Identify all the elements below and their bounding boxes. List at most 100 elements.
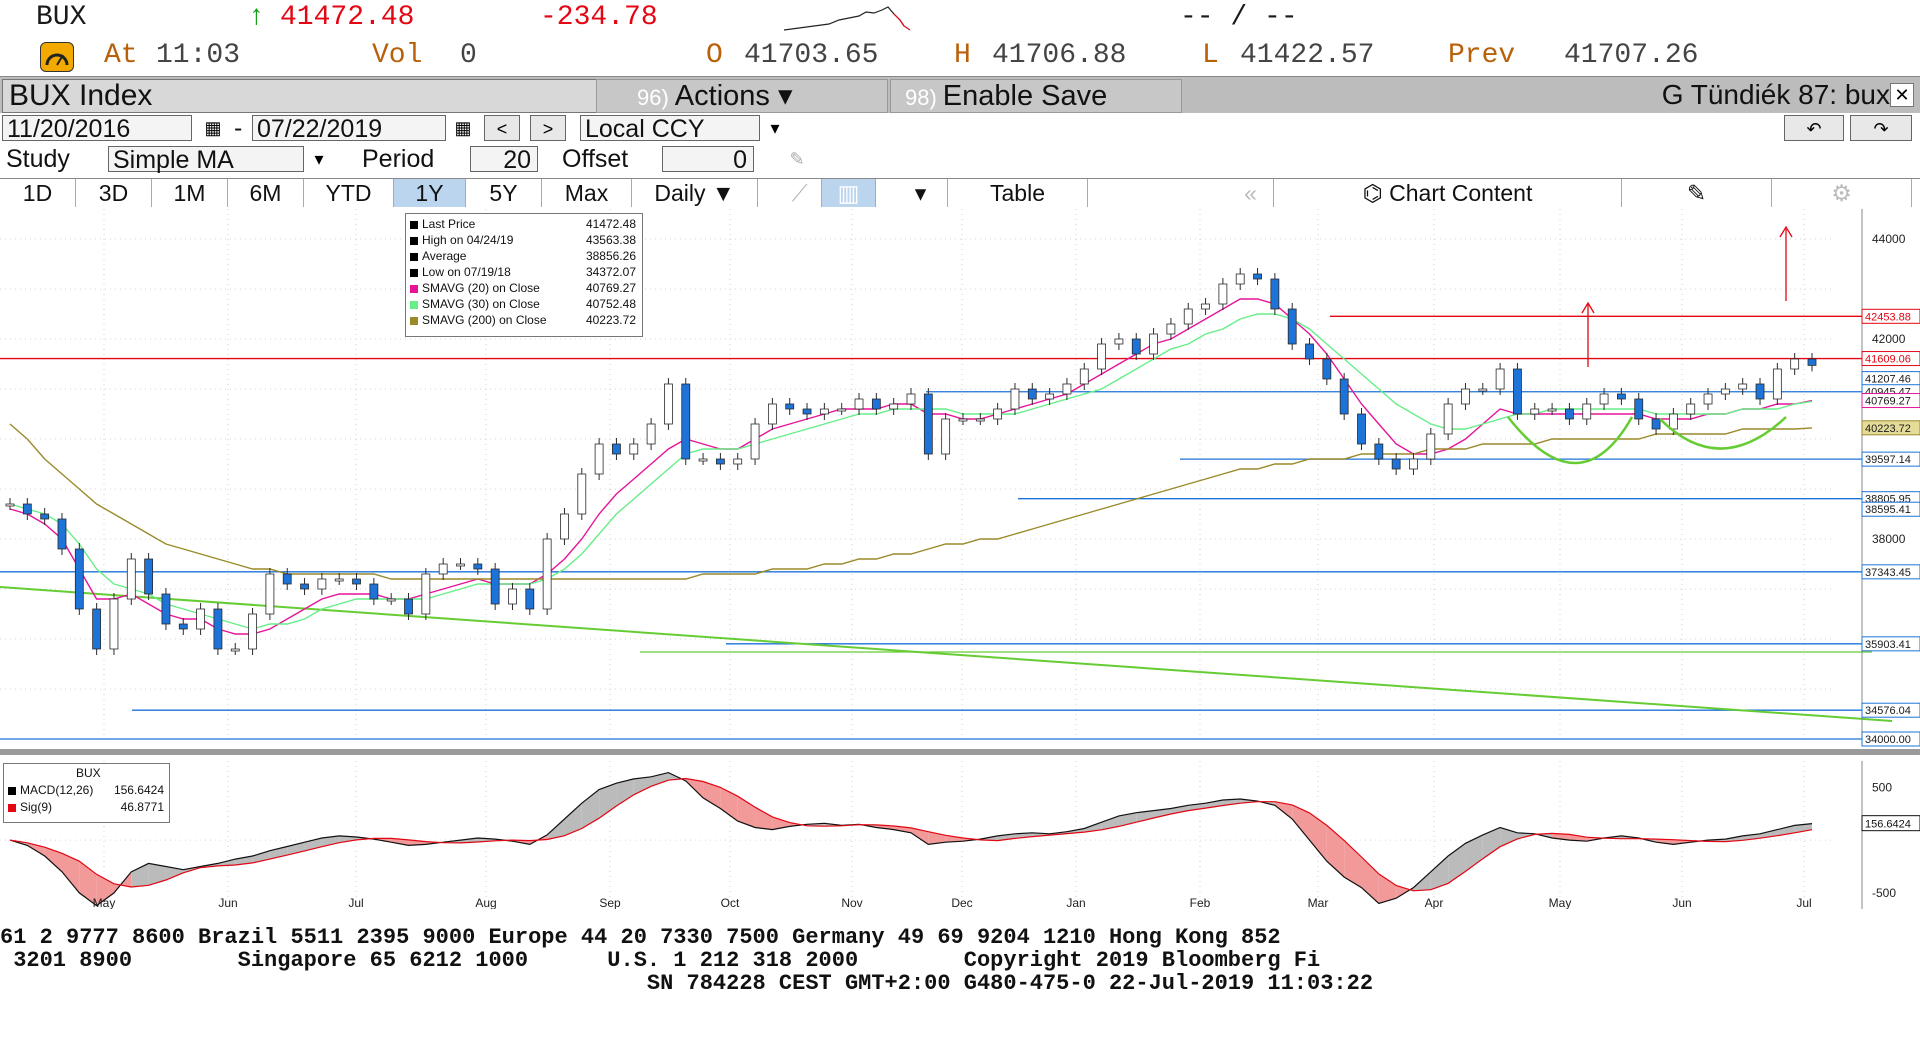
candle <box>1391 458 1401 470</box>
offset-input[interactable]: 0 <box>662 146 754 173</box>
macd-fill <box>1222 798 1241 806</box>
legend-label: SMAVG (30) on Close <box>422 297 540 311</box>
candle <box>1651 418 1661 430</box>
chevron-down-icon[interactable]: ▾ <box>894 179 948 207</box>
chevron-down-icon[interactable]: ▾ <box>314 149 324 169</box>
candle <box>404 598 413 615</box>
macd-fill <box>1500 827 1518 847</box>
start-date-input[interactable]: 11/20/2016 <box>2 115 192 142</box>
annotate-icon[interactable]: ✎ <box>1622 179 1772 207</box>
candle <box>1634 398 1644 420</box>
macd-fill <box>235 855 253 866</box>
candle <box>1149 333 1158 355</box>
tab-1d[interactable]: 1D <box>0 179 76 207</box>
x-tick-label: Jul <box>348 896 363 909</box>
trend-line <box>0 586 1893 722</box>
legend-swatch <box>410 300 418 309</box>
candle <box>975 418 985 422</box>
chevron-down-icon[interactable]: ▾ <box>770 118 780 138</box>
panel-divider[interactable] <box>0 749 1920 755</box>
price-label-box <box>1861 702 1920 718</box>
macd-fill <box>1170 805 1189 814</box>
candle <box>248 613 257 650</box>
redo-icon[interactable]: ↷ <box>1850 115 1912 141</box>
candle <box>144 558 154 595</box>
legend-swatch <box>410 316 418 325</box>
tab-1y[interactable]: 1Y <box>394 179 466 207</box>
x-tick-label: Jan <box>1066 896 1085 909</box>
period-input[interactable]: 20 <box>470 146 538 173</box>
line-chart-icon[interactable]: ⟋ <box>778 179 822 207</box>
candle <box>819 408 829 415</box>
candle <box>161 593 171 625</box>
candle <box>334 578 344 582</box>
candle <box>282 573 292 585</box>
candle <box>1166 323 1176 335</box>
table-button[interactable]: Table <box>948 179 1088 207</box>
tab-3d[interactable]: 3D <box>76 179 152 207</box>
legend-label: Last Price <box>422 217 476 231</box>
legend-label: Average <box>422 249 467 263</box>
arrow-head <box>1779 225 1793 238</box>
candle <box>1617 393 1626 400</box>
candle <box>230 648 240 652</box>
forward-arrow-icon[interactable]: > <box>530 115 566 141</box>
legend-value: 156.6424 <box>113 783 164 797</box>
candle <box>837 408 847 412</box>
macd-fill <box>1153 808 1171 818</box>
candle <box>525 588 535 610</box>
legend-swatch <box>410 252 418 261</box>
calendar-icon[interactable]: ▦ <box>204 118 222 138</box>
study-select[interactable]: Simple MA <box>108 146 304 173</box>
tab-1m[interactable]: 1M <box>152 179 228 207</box>
legend-row: Low on 07/19/18 34372.07 <box>410 265 638 280</box>
x-tick-label: May <box>93 896 116 909</box>
tab-5y[interactable]: 5Y <box>466 179 542 207</box>
candle <box>681 383 691 460</box>
candle <box>1772 368 1782 400</box>
enable-save-button[interactable]: 98) Enable Save <box>890 79 1182 113</box>
frequency-select[interactable]: Daily ▼ <box>632 179 758 207</box>
back-arrow-icon[interactable]: < <box>484 115 520 141</box>
gear-icon[interactable]: ⚙ <box>1772 179 1912 207</box>
candle <box>1322 358 1332 380</box>
candle <box>1738 383 1748 390</box>
tab-ytd[interactable]: YTD <box>304 179 394 207</box>
chart-content-button[interactable]: ⌬ Chart Content <box>1274 179 1622 207</box>
bar-chart-icon[interactable]: ▥ <box>822 179 876 207</box>
tab-max[interactable]: Max <box>542 179 632 207</box>
macd-fill <box>339 835 357 843</box>
candle <box>1565 408 1574 420</box>
price-label: 41207.46 <box>1865 374 1911 386</box>
price-label-box <box>1861 731 1920 747</box>
x-tick-label: Feb <box>1190 896 1211 909</box>
currency-select[interactable]: Local CCY <box>580 115 760 142</box>
x-tick-label: May <box>1549 896 1572 909</box>
undo-icon[interactable]: ↶ <box>1784 115 1844 141</box>
close-icon[interactable]: ✕ <box>1890 83 1914 107</box>
actions-button[interactable]: 96) Actions ▾ <box>596 79 888 113</box>
legend-label: MACD(12,26) <box>20 783 94 797</box>
offset-label: Offset <box>562 145 629 173</box>
price-label: 34000.00 <box>1865 734 1911 746</box>
candle <box>369 583 379 600</box>
pencil-icon[interactable]: ✎ <box>789 149 805 169</box>
price-label: 41609.06 <box>1865 354 1911 366</box>
tab-6m[interactable]: 6M <box>228 179 304 207</box>
gauge-icon[interactable] <box>40 42 74 72</box>
candle <box>1409 458 1418 470</box>
calendar-icon[interactable]: ▦ <box>454 118 472 138</box>
x-tick-label: Sep <box>599 896 621 909</box>
y-tick-label: -500 <box>1872 886 1896 900</box>
collapse-icon[interactable]: « <box>1228 179 1274 207</box>
macd-fill <box>772 816 790 830</box>
candle <box>508 588 517 605</box>
legend-swatch <box>8 803 16 812</box>
period-label: Period <box>362 145 435 173</box>
legend-row: SMAVG (20) on Close 40769.27 <box>410 281 638 296</box>
at-label: At <box>104 40 138 71</box>
price-chart[interactable]: 44000 42000 38000 42453.88 41609.06 41207.46… <box>0 209 1920 909</box>
end-date-input[interactable]: 07/22/2019 <box>252 115 446 142</box>
price-label: 35903.41 <box>1865 639 1911 651</box>
date-row: 11/20/2016 ▦ - 07/22/2019 ▦ < > Local CC… <box>0 113 1920 143</box>
